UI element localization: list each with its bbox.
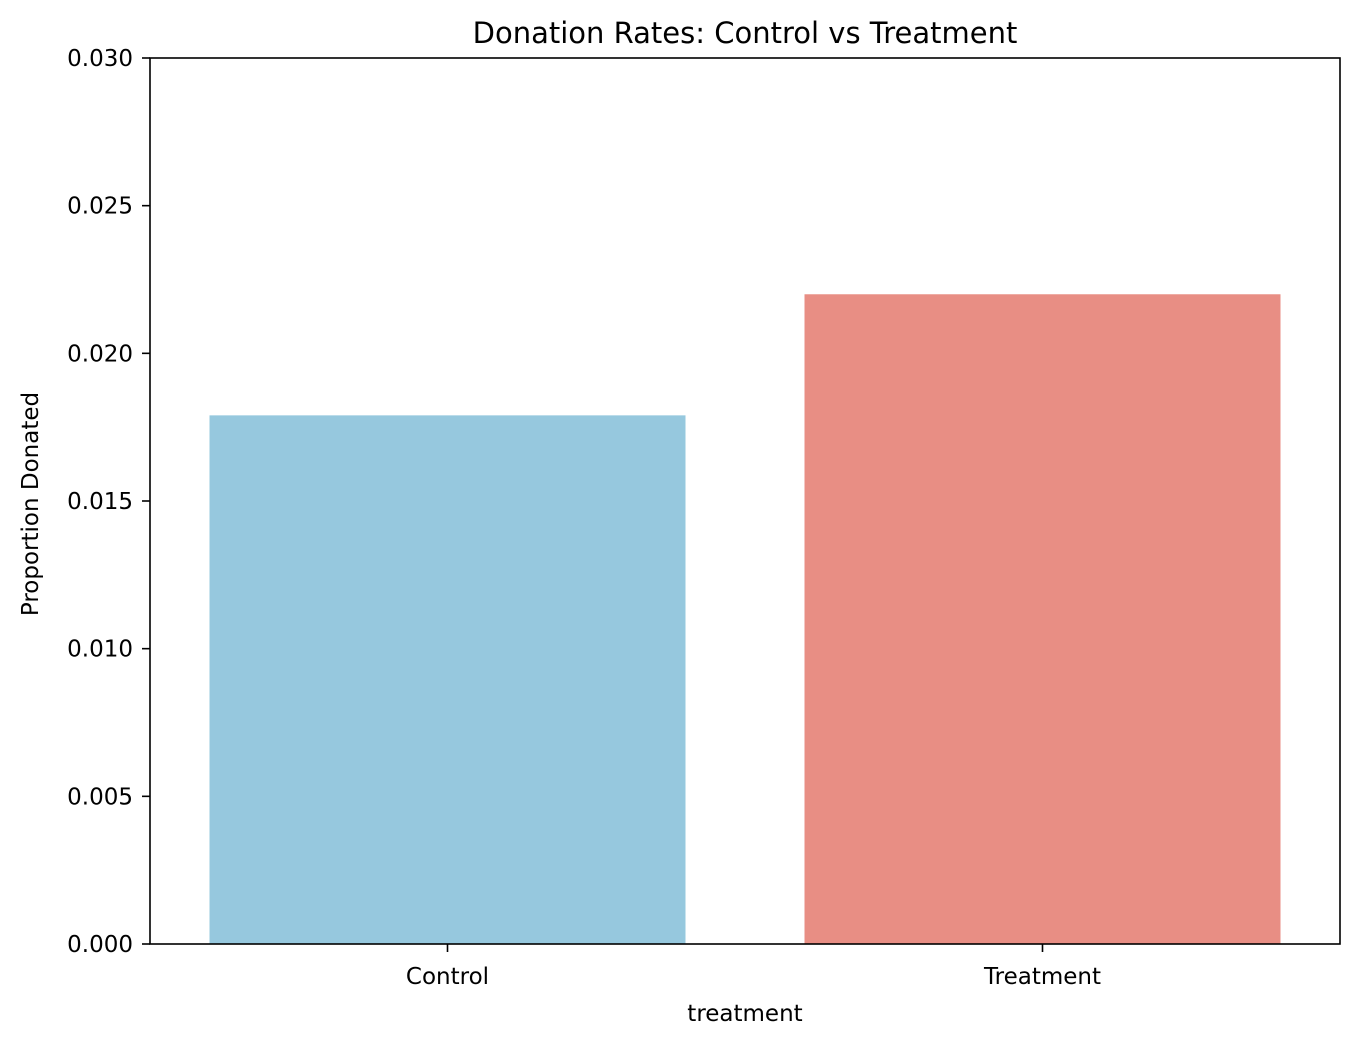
- plot-frame: [149, 57, 1341, 945]
- y-tick-label-3: 0.015: [67, 489, 133, 515]
- bar-control: [209, 415, 686, 944]
- y-axis-label: Proportion Donated: [18, 392, 44, 616]
- y-tick-label-1: 0.005: [67, 784, 133, 810]
- y-tick-label-5: 0.025: [67, 194, 133, 220]
- y-tick-label-6: 0.030: [67, 46, 133, 72]
- x-tick-label-treatment: Treatment: [983, 964, 1101, 990]
- x-axis: Control Treatment: [406, 944, 1101, 990]
- chart-title: Donation Rates: Control vs Treatment: [473, 16, 1018, 50]
- bars-group: [209, 294, 1281, 944]
- y-axis: 0.000 0.005 0.010 0.015 0.020 0.025 0.030: [67, 46, 150, 958]
- bar-treatment: [804, 294, 1281, 944]
- y-tick-label-4: 0.020: [67, 341, 133, 367]
- x-axis-label: treatment: [687, 1001, 802, 1027]
- x-tick-label-control: Control: [406, 964, 489, 990]
- y-tick-label-2: 0.010: [67, 637, 133, 663]
- y-tick-label-0: 0.000: [67, 932, 133, 958]
